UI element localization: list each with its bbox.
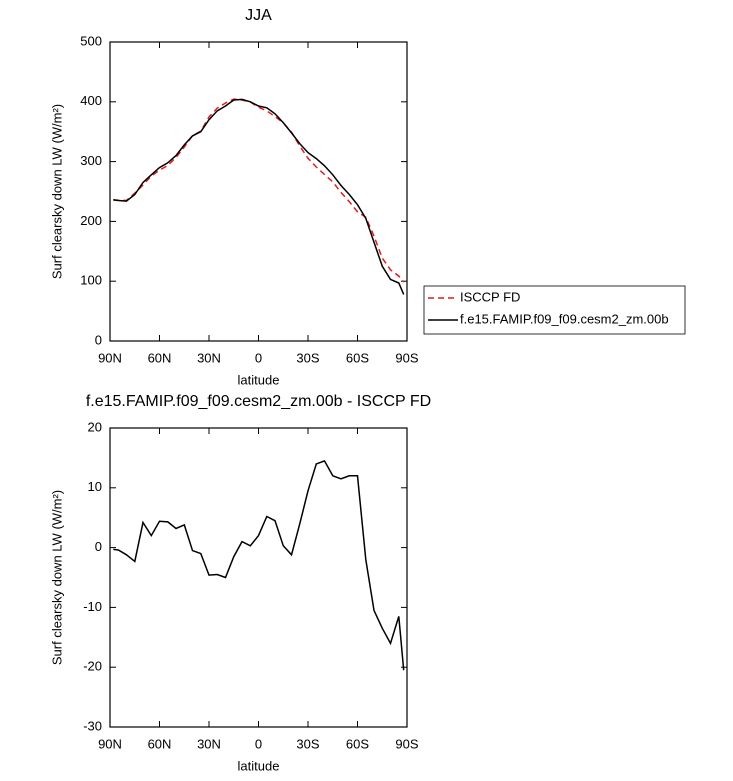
x-axis-label: latitude [238, 758, 280, 773]
y-axis-label: Surf clearsky down LW (W/m²) [49, 104, 64, 279]
legend-box [423, 285, 686, 335]
x-tick-label: 0 [255, 350, 262, 365]
y-tick-label: -30 [83, 718, 102, 733]
data-line [113, 459, 405, 671]
legend-label: f.e15.FAMIP.f09_f09.cesm2_zm.00b [460, 311, 669, 326]
x-tick-label: 90S [395, 736, 418, 751]
y-tick-label: 0 [95, 332, 102, 347]
y-tick-label: -10 [83, 599, 102, 614]
x-tick-label: 30N [197, 736, 221, 751]
y-tick-label: 300 [80, 153, 102, 168]
data-line [113, 98, 405, 295]
data-line [113, 98, 405, 283]
y-tick-label: 100 [80, 273, 102, 288]
x-tick-label: 30S [296, 736, 319, 751]
y-axis-label: Surf clearsky down LW (W/m²) [49, 490, 64, 665]
plot-frame [109, 41, 408, 342]
x-tick-label: 0 [255, 736, 262, 751]
x-tick-label: 90N [98, 350, 122, 365]
y-tick-label: 200 [80, 213, 102, 228]
y-tick-label: 10 [88, 479, 102, 494]
y-tick-label: 20 [88, 419, 102, 434]
x-tick-label: 90S [395, 350, 418, 365]
plot-frame [109, 427, 408, 728]
x-tick-label: 30N [197, 350, 221, 365]
y-tick-label: 400 [80, 93, 102, 108]
x-tick-label: 60S [346, 350, 369, 365]
x-tick-label: 60N [148, 736, 172, 751]
x-tick-label: 60S [346, 736, 369, 751]
x-tick-label: 30S [296, 350, 319, 365]
legend: ISCCP FD f.e15.FAMIP.f09_f09.cesm2_zm.00b [423, 285, 686, 335]
x-axis-label: latitude [238, 372, 280, 387]
x-tick-label: 90N [98, 736, 122, 751]
y-tick-label: -20 [83, 659, 102, 674]
chart-title: JJA [245, 7, 272, 24]
y-tick-label: 0 [95, 539, 102, 554]
x-tick-label: 60N [148, 350, 172, 365]
legend-label: ISCCP FD [460, 289, 520, 304]
chart-title: f.e15.FAMIP.f09_f09.cesm2_zm.00b - ISCCP… [86, 393, 431, 410]
y-tick-label: 500 [80, 33, 102, 48]
